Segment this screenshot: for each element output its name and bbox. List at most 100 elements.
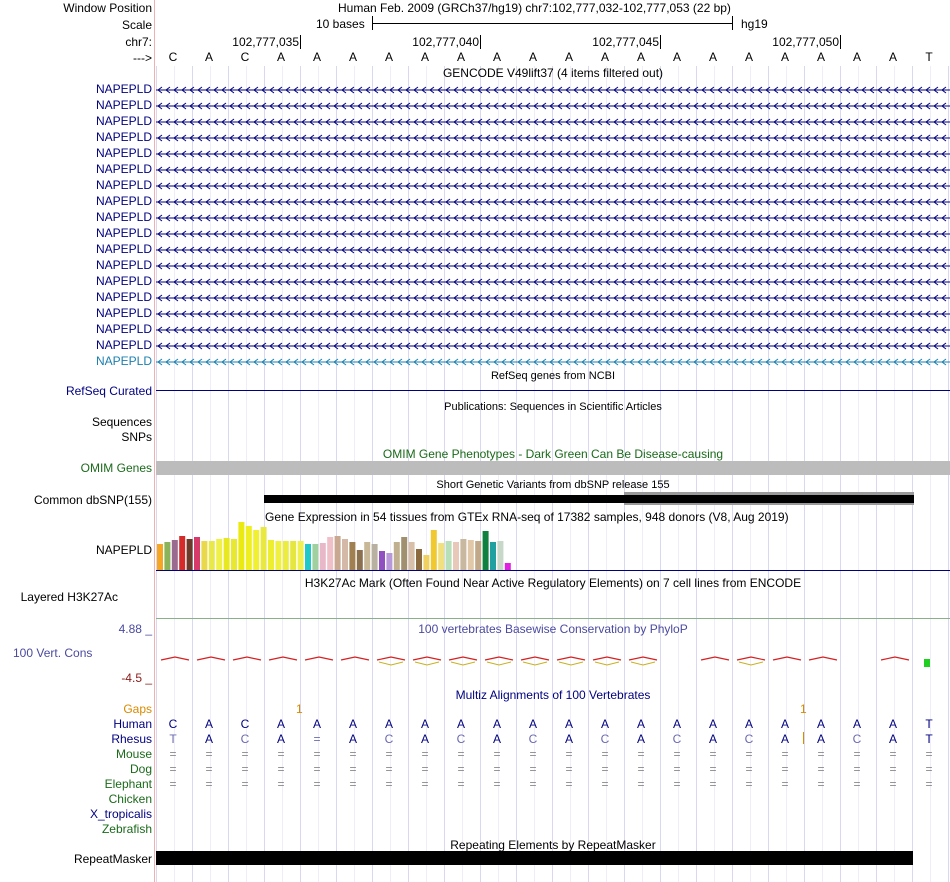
h3k27ac-label[interactable]: Layered H3K27Ac: [20, 590, 118, 604]
multiz-species-label[interactable]: Rhesus: [111, 732, 152, 746]
gencode-transcript-label[interactable]: NAPEPLD: [95, 114, 152, 128]
gtex-tissue-bar[interactable]: [260, 527, 267, 570]
gencode-transcript-line[interactable]: [156, 293, 950, 303]
gtex-tissue-bar[interactable]: [201, 541, 208, 570]
gtex-tissue-bar[interactable]: [356, 550, 363, 570]
multiz-species-label[interactable]: X_tropicalis: [89, 807, 152, 821]
omim-bar[interactable]: [156, 461, 950, 475]
gtex-tissue-bar[interactable]: [216, 539, 223, 570]
gtex-tissue-bar[interactable]: [342, 539, 348, 570]
gencode-transcript-label[interactable]: NAPEPLD: [95, 146, 152, 160]
gtex-tissue-bar[interactable]: [208, 541, 215, 570]
refseq-label[interactable]: RefSeq Curated: [65, 384, 152, 398]
gtex-tissue-bar[interactable]: [157, 544, 163, 570]
gtex-tissue-bar[interactable]: [408, 542, 415, 570]
refseq-line[interactable]: [156, 390, 950, 391]
gencode-transcript-label[interactable]: NAPEPLD: [95, 338, 152, 352]
gencode-transcript-line[interactable]: [156, 357, 950, 367]
snps-label[interactable]: SNPs: [121, 430, 152, 444]
gencode-transcript-label[interactable]: NAPEPLD: [95, 98, 152, 112]
gtex-tissue-bar[interactable]: [245, 526, 252, 570]
gtex-tissue-bar[interactable]: [467, 540, 474, 570]
gtex-tissue-bar[interactable]: [475, 541, 482, 570]
gencode-transcript-line[interactable]: [156, 261, 950, 271]
dbsnp-label[interactable]: Common dbSNP(155): [33, 493, 152, 507]
gencode-transcript-line[interactable]: [156, 229, 950, 239]
gtex-tissue-bar[interactable]: [490, 542, 496, 570]
gencode-transcript-line[interactable]: [156, 133, 950, 143]
gencode-transcript-line[interactable]: [156, 117, 950, 127]
omim-label[interactable]: OMIM Genes: [80, 461, 152, 475]
gencode-transcript-line[interactable]: [156, 101, 950, 111]
multiz-species-label[interactable]: Mouse: [115, 747, 152, 761]
gtex-tissue-bar[interactable]: [364, 542, 371, 570]
gencode-transcript-line[interactable]: [156, 213, 950, 223]
gtex-tissue-bar[interactable]: [305, 544, 311, 570]
gtex-tissue-bar[interactable]: [268, 540, 274, 570]
gtex-tissue-bar[interactable]: [238, 522, 245, 570]
gencode-transcript-label[interactable]: NAPEPLD: [95, 162, 152, 176]
gtex-tissue-bar[interactable]: [179, 536, 186, 570]
gtex-tissue-bar[interactable]: [334, 536, 341, 570]
gaps-label[interactable]: Gaps: [123, 702, 152, 716]
multiz-species-label[interactable]: Human: [113, 717, 152, 731]
gencode-transcript-line[interactable]: [156, 181, 950, 191]
gtex-tissue-bar[interactable]: [319, 543, 326, 570]
gtex-tissue-bar[interactable]: [253, 530, 260, 570]
gtex-tissue-bar[interactable]: [482, 531, 489, 570]
gencode-transcript-label[interactable]: NAPEPLD: [95, 322, 152, 336]
gencode-transcript-label[interactable]: NAPEPLD: [95, 274, 152, 288]
gencode-transcript-label[interactable]: NAPEPLD: [95, 210, 152, 224]
gtex-tissue-bar[interactable]: [275, 541, 282, 570]
gencode-transcript-label[interactable]: NAPEPLD: [95, 82, 152, 96]
gencode-transcript-label[interactable]: NAPEPLD: [95, 258, 152, 272]
gtex-tissue-bar[interactable]: [438, 543, 445, 570]
multiz-species-label[interactable]: Chicken: [108, 792, 152, 806]
gencode-transcript-line[interactable]: [156, 341, 950, 351]
gencode-transcript-line[interactable]: [156, 277, 950, 287]
gtex-tissue-bar[interactable]: [327, 537, 334, 570]
gtex-tissue-bar[interactable]: [460, 539, 467, 570]
gtex-tissue-bar[interactable]: [194, 537, 200, 570]
gencode-transcript-label[interactable]: NAPEPLD: [95, 178, 152, 192]
gencode-transcript-line[interactable]: [156, 309, 950, 319]
gencode-transcript-line[interactable]: [156, 165, 950, 175]
gtex-tissue-bar[interactable]: [231, 539, 237, 570]
gtex-tissue-bar[interactable]: [223, 538, 230, 570]
gtex-expression-chart[interactable]: [156, 522, 950, 574]
gencode-transcript-label[interactable]: NAPEPLD: [95, 290, 152, 304]
gtex-tissue-bar[interactable]: [171, 540, 178, 570]
gtex-tissue-bar[interactable]: [164, 542, 171, 570]
gtex-tissue-bar[interactable]: [401, 537, 408, 570]
gtex-label[interactable]: NAPEPLD: [95, 543, 152, 557]
multiz-species-label[interactable]: Elephant: [104, 777, 152, 791]
gtex-tissue-bar[interactable]: [423, 555, 430, 570]
gencode-transcript-label[interactable]: NAPEPLD: [95, 306, 152, 320]
gencode-transcript-label[interactable]: NAPEPLD: [95, 194, 152, 208]
gtex-tissue-bar[interactable]: [379, 551, 385, 570]
gtex-tissue-bar[interactable]: [497, 541, 504, 570]
gtex-tissue-bar[interactable]: [297, 541, 304, 570]
gencode-transcript-line[interactable]: [156, 325, 950, 335]
gencode-transcript-line[interactable]: [156, 149, 950, 159]
gtex-tissue-bar[interactable]: [371, 544, 378, 570]
gencode-transcript-label[interactable]: NAPEPLD: [95, 354, 152, 368]
gtex-tissue-bar[interactable]: [349, 542, 356, 570]
gtex-tissue-bar[interactable]: [453, 542, 459, 570]
sequences-label[interactable]: Sequences: [91, 415, 152, 429]
repeatmasker-label[interactable]: RepeatMasker: [73, 852, 152, 866]
multiz-species-label[interactable]: Zebrafish: [101, 822, 152, 836]
gtex-tissue-bar[interactable]: [430, 530, 437, 570]
gtex-tissue-bar[interactable]: [312, 544, 319, 570]
multiz-species-label[interactable]: Dog: [129, 762, 152, 776]
gencode-transcript-line[interactable]: [156, 245, 950, 255]
gencode-transcript-label[interactable]: NAPEPLD: [95, 226, 152, 240]
gtex-tissue-bar[interactable]: [186, 539, 193, 570]
gtex-tissue-bar[interactable]: [393, 542, 400, 570]
gtex-tissue-bar[interactable]: [445, 541, 452, 570]
gtex-tissue-bar[interactable]: [386, 553, 393, 570]
gtex-tissue-bar[interactable]: [416, 549, 422, 570]
gtex-tissue-bar[interactable]: [290, 541, 297, 570]
gtex-tissue-bar[interactable]: [504, 563, 511, 570]
repeatmasker-bar[interactable]: [156, 851, 913, 865]
